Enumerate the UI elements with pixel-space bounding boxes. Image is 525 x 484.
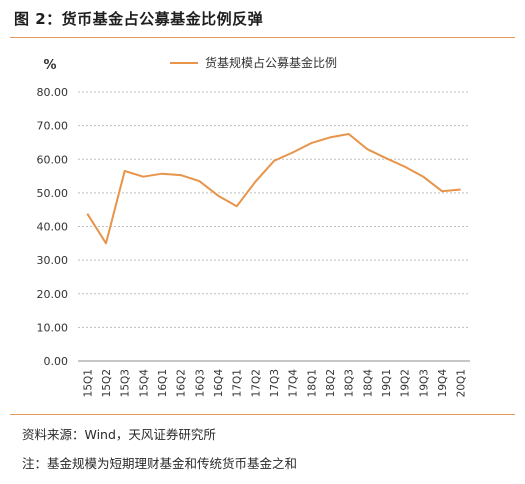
x-tick-label: 19Q1 (381, 369, 393, 397)
y-tick-label: 50.00 (37, 187, 69, 200)
x-tick-label: 17Q2 (250, 369, 262, 397)
x-tick-label: 17Q3 (269, 369, 281, 397)
x-tick-label: 18Q3 (344, 369, 356, 397)
y-axis-label: % (43, 58, 56, 73)
line-chart: 0.00 10.00 20.00 30.00 40.00 50.00 60.00 70.00 8… (37, 55, 470, 398)
x-tick-label: 15Q1 (82, 369, 94, 397)
y-tick-label: 0.00 (44, 355, 69, 368)
y-tick-label: 30.00 (37, 254, 69, 267)
gridlines (78, 91, 470, 328)
x-tick-label: 16Q3 (194, 369, 206, 397)
y-axis-ticks: 0.00 10.00 20.00 30.00 40.00 50.00 60.00 70.00 8… (37, 86, 69, 368)
legend-label: 货基规模占公募基金比例 (205, 55, 337, 70)
x-tick-label: 18Q1 (306, 369, 318, 397)
y-tick-label: 20.00 (37, 288, 69, 301)
x-tick-label: 17Q4 (288, 369, 300, 398)
x-tick-label: 20Q1 (456, 369, 468, 397)
footnote: 注：基金规模为短期理财基金和传统货币基金之和 (22, 456, 298, 471)
x-tick-label: 19Q2 (400, 369, 412, 397)
x-tick-label: 15Q4 (138, 369, 150, 398)
legend: 货基规模占公募基金比例 (170, 55, 337, 70)
series-line (86, 133, 461, 245)
x-tick-label: 19Q4 (437, 369, 449, 398)
x-tick-label: 15Q3 (120, 369, 132, 397)
y-tick-label: 40.00 (37, 221, 69, 234)
footer-divider (10, 414, 515, 415)
x-tick-label: 16Q1 (157, 369, 169, 397)
series-layer (86, 133, 461, 245)
y-tick-label: 80.00 (37, 86, 69, 99)
x-tick-label: 19Q3 (418, 369, 430, 397)
x-axis: 15Q1 15Q2 15Q3 15Q4 16Q1 16Q2 16Q3 16Q4 17Q1 17Q2… (78, 360, 470, 398)
x-tick-label: 16Q4 (213, 369, 225, 398)
x-tick-label: 17Q1 (232, 369, 244, 397)
x-tick-label: 18Q4 (362, 369, 374, 398)
y-tick-label: 10.00 (37, 321, 69, 334)
figure-title: 图 2：货币基金占公募基金比例反弹 (14, 10, 264, 28)
title-divider (10, 37, 515, 38)
x-tick-label: 16Q2 (176, 369, 188, 397)
y-tick-label: 70.00 (37, 120, 69, 133)
x-tick-label: 15Q2 (101, 369, 113, 397)
y-tick-label: 60.00 (37, 153, 69, 166)
source-note: 资料来源：Wind，天风证券研究所 (22, 427, 216, 442)
x-tick-label: 18Q2 (325, 369, 337, 397)
